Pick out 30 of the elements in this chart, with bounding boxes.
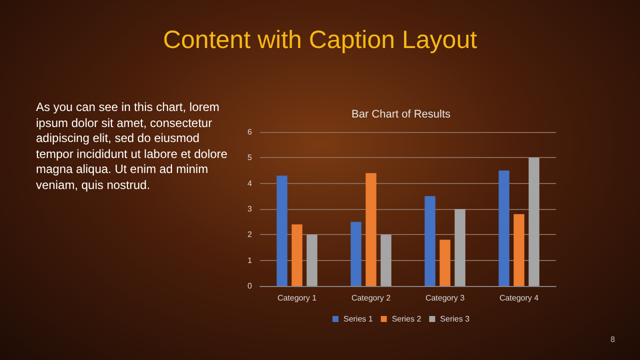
bar bbox=[276, 176, 288, 286]
bar bbox=[380, 234, 392, 286]
x-tick-label: Category 4 bbox=[499, 294, 540, 302]
bar bbox=[454, 209, 466, 286]
bar bbox=[366, 173, 376, 286]
x-tick-label: Category 1 bbox=[277, 294, 318, 302]
chart-title: Bar Chart of Results bbox=[351, 108, 452, 120]
legend-label: Series 3 bbox=[440, 314, 470, 324]
y-tick-label: 1 bbox=[248, 256, 253, 265]
text: 8 bbox=[610, 335, 615, 344]
y-tick-label: 3 bbox=[248, 204, 253, 214]
bar bbox=[350, 222, 362, 286]
y-tick-label: 0 bbox=[248, 282, 253, 290]
bar bbox=[440, 240, 450, 286]
x-tick-label: Category 3 bbox=[425, 294, 466, 302]
legend-label: Series 1 bbox=[343, 314, 374, 324]
bar bbox=[306, 234, 318, 286]
legend-label: Series 2 bbox=[392, 314, 422, 324]
bar bbox=[514, 214, 524, 286]
text: As you can see in this chart, lorem ipsum dolor sit amet, consectetur adipiscing elit, sed do eiusmod tempor incididunt ut labore et dolore magna aliqua. Ut enim ad minim veniam, quis nostrud. bbox=[36, 100, 228, 193]
x-tick-label: Category 2 bbox=[351, 294, 392, 302]
bar bbox=[292, 224, 302, 286]
text: Content with Caption Layout bbox=[162, 26, 478, 55]
bar bbox=[498, 170, 510, 286]
bar bbox=[528, 158, 540, 286]
y-tick-label: 6 bbox=[248, 128, 253, 136]
y-tick-label: 2 bbox=[248, 230, 253, 240]
y-tick-label: 5 bbox=[248, 153, 253, 162]
bar bbox=[424, 196, 436, 286]
y-tick-label: 4 bbox=[248, 178, 253, 188]
